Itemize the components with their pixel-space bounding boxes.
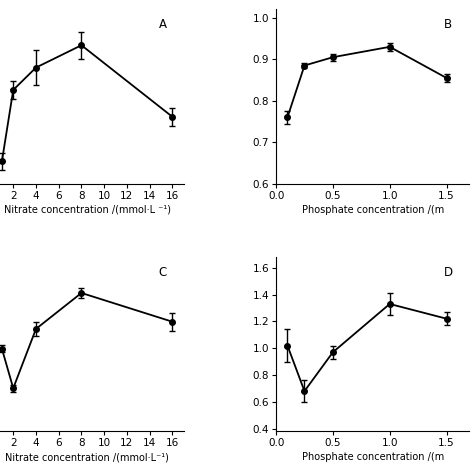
- X-axis label: Nitrate concentration /(mmol·L⁻¹): Nitrate concentration /(mmol·L⁻¹): [5, 453, 169, 463]
- Text: B: B: [444, 18, 452, 31]
- Text: A: A: [159, 18, 166, 31]
- X-axis label: Phosphate concentration /(m: Phosphate concentration /(m: [301, 205, 444, 215]
- Text: C: C: [159, 266, 167, 279]
- Text: D: D: [444, 266, 453, 279]
- X-axis label: Phosphate concentration /(m: Phosphate concentration /(m: [301, 453, 444, 463]
- X-axis label: Nitrate concentration /(mmol·L ⁻¹): Nitrate concentration /(mmol·L ⁻¹): [4, 205, 171, 215]
